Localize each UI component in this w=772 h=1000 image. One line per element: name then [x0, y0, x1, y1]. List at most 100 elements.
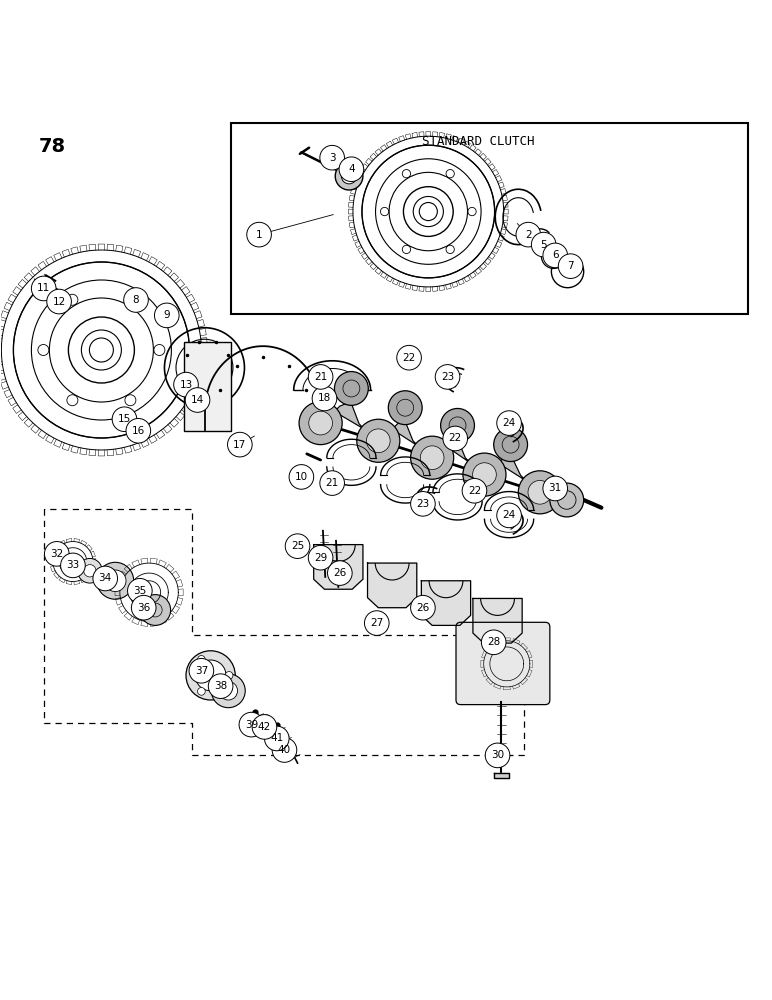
Circle shape	[462, 478, 487, 503]
Text: 16: 16	[132, 426, 145, 436]
Circle shape	[531, 232, 556, 257]
Circle shape	[335, 162, 363, 190]
Text: 6: 6	[552, 250, 558, 260]
Text: 37: 37	[195, 666, 208, 676]
Text: 39: 39	[245, 720, 258, 730]
Text: 8: 8	[133, 295, 139, 305]
Polygon shape	[334, 379, 364, 429]
Text: 28: 28	[487, 637, 500, 647]
Circle shape	[77, 558, 102, 583]
Circle shape	[93, 566, 117, 591]
Circle shape	[265, 726, 289, 751]
Circle shape	[252, 715, 277, 739]
Circle shape	[66, 555, 79, 568]
Circle shape	[482, 630, 506, 655]
Circle shape	[45, 542, 69, 566]
Circle shape	[131, 595, 156, 620]
Circle shape	[198, 688, 205, 695]
Circle shape	[112, 407, 137, 432]
Text: 9: 9	[164, 310, 170, 320]
Text: 35: 35	[134, 586, 147, 596]
Circle shape	[496, 411, 521, 435]
Circle shape	[420, 446, 444, 470]
Text: 41: 41	[270, 733, 283, 743]
Text: 23: 23	[416, 499, 429, 509]
Text: 21: 21	[314, 372, 327, 382]
Circle shape	[124, 288, 148, 312]
Text: 15: 15	[118, 414, 131, 424]
Circle shape	[247, 222, 272, 247]
Text: 1: 1	[256, 230, 262, 240]
Circle shape	[357, 419, 400, 462]
Text: 11: 11	[37, 283, 50, 293]
Circle shape	[126, 418, 151, 443]
Circle shape	[435, 365, 460, 389]
Circle shape	[397, 345, 422, 370]
Circle shape	[219, 682, 238, 700]
Text: 26: 26	[416, 603, 429, 613]
Polygon shape	[498, 435, 526, 481]
Text: 22: 22	[449, 433, 462, 443]
Text: 40: 40	[278, 745, 291, 755]
Circle shape	[140, 595, 171, 625]
Circle shape	[493, 428, 527, 462]
Text: 17: 17	[233, 440, 246, 450]
Text: 12: 12	[52, 297, 66, 307]
Circle shape	[443, 426, 468, 451]
Text: 33: 33	[66, 560, 80, 570]
Polygon shape	[367, 563, 417, 608]
Circle shape	[411, 492, 435, 516]
Text: 3: 3	[329, 153, 336, 163]
Circle shape	[367, 429, 390, 453]
Circle shape	[334, 372, 368, 405]
Text: 25: 25	[291, 541, 304, 551]
Circle shape	[104, 570, 126, 592]
Circle shape	[83, 565, 96, 577]
Circle shape	[320, 145, 344, 170]
Circle shape	[189, 658, 214, 683]
Circle shape	[225, 672, 233, 679]
Polygon shape	[392, 398, 418, 446]
Circle shape	[239, 712, 264, 737]
Text: 21: 21	[326, 478, 339, 488]
Text: 10: 10	[295, 472, 308, 482]
Circle shape	[47, 289, 71, 314]
FancyBboxPatch shape	[456, 622, 550, 705]
Circle shape	[195, 660, 226, 691]
Bar	[231, 123, 747, 314]
Circle shape	[299, 402, 342, 445]
Polygon shape	[422, 581, 471, 625]
Circle shape	[518, 471, 561, 514]
Polygon shape	[493, 773, 509, 778]
Circle shape	[411, 595, 435, 620]
Text: 14: 14	[191, 395, 204, 405]
Circle shape	[486, 743, 510, 768]
Circle shape	[411, 436, 454, 479]
Polygon shape	[313, 545, 363, 589]
Text: 2: 2	[525, 230, 532, 240]
Circle shape	[472, 463, 496, 486]
Text: 13: 13	[179, 380, 193, 390]
Text: 23: 23	[441, 372, 454, 382]
Circle shape	[364, 611, 389, 635]
Circle shape	[550, 483, 584, 517]
Circle shape	[228, 432, 252, 457]
Circle shape	[339, 157, 364, 182]
Circle shape	[463, 453, 506, 496]
Circle shape	[312, 386, 337, 411]
Text: 36: 36	[137, 603, 151, 613]
Circle shape	[186, 651, 235, 700]
Text: 5: 5	[540, 240, 547, 250]
Text: 7: 7	[567, 261, 574, 271]
Circle shape	[174, 372, 198, 397]
Text: 78: 78	[39, 137, 66, 156]
Text: 22: 22	[468, 486, 481, 496]
Circle shape	[285, 534, 310, 558]
Circle shape	[308, 545, 333, 570]
Circle shape	[388, 391, 422, 425]
Text: 31: 31	[549, 483, 562, 493]
Circle shape	[558, 254, 583, 278]
Polygon shape	[446, 416, 471, 463]
Circle shape	[32, 276, 56, 301]
Text: 18: 18	[318, 393, 331, 403]
